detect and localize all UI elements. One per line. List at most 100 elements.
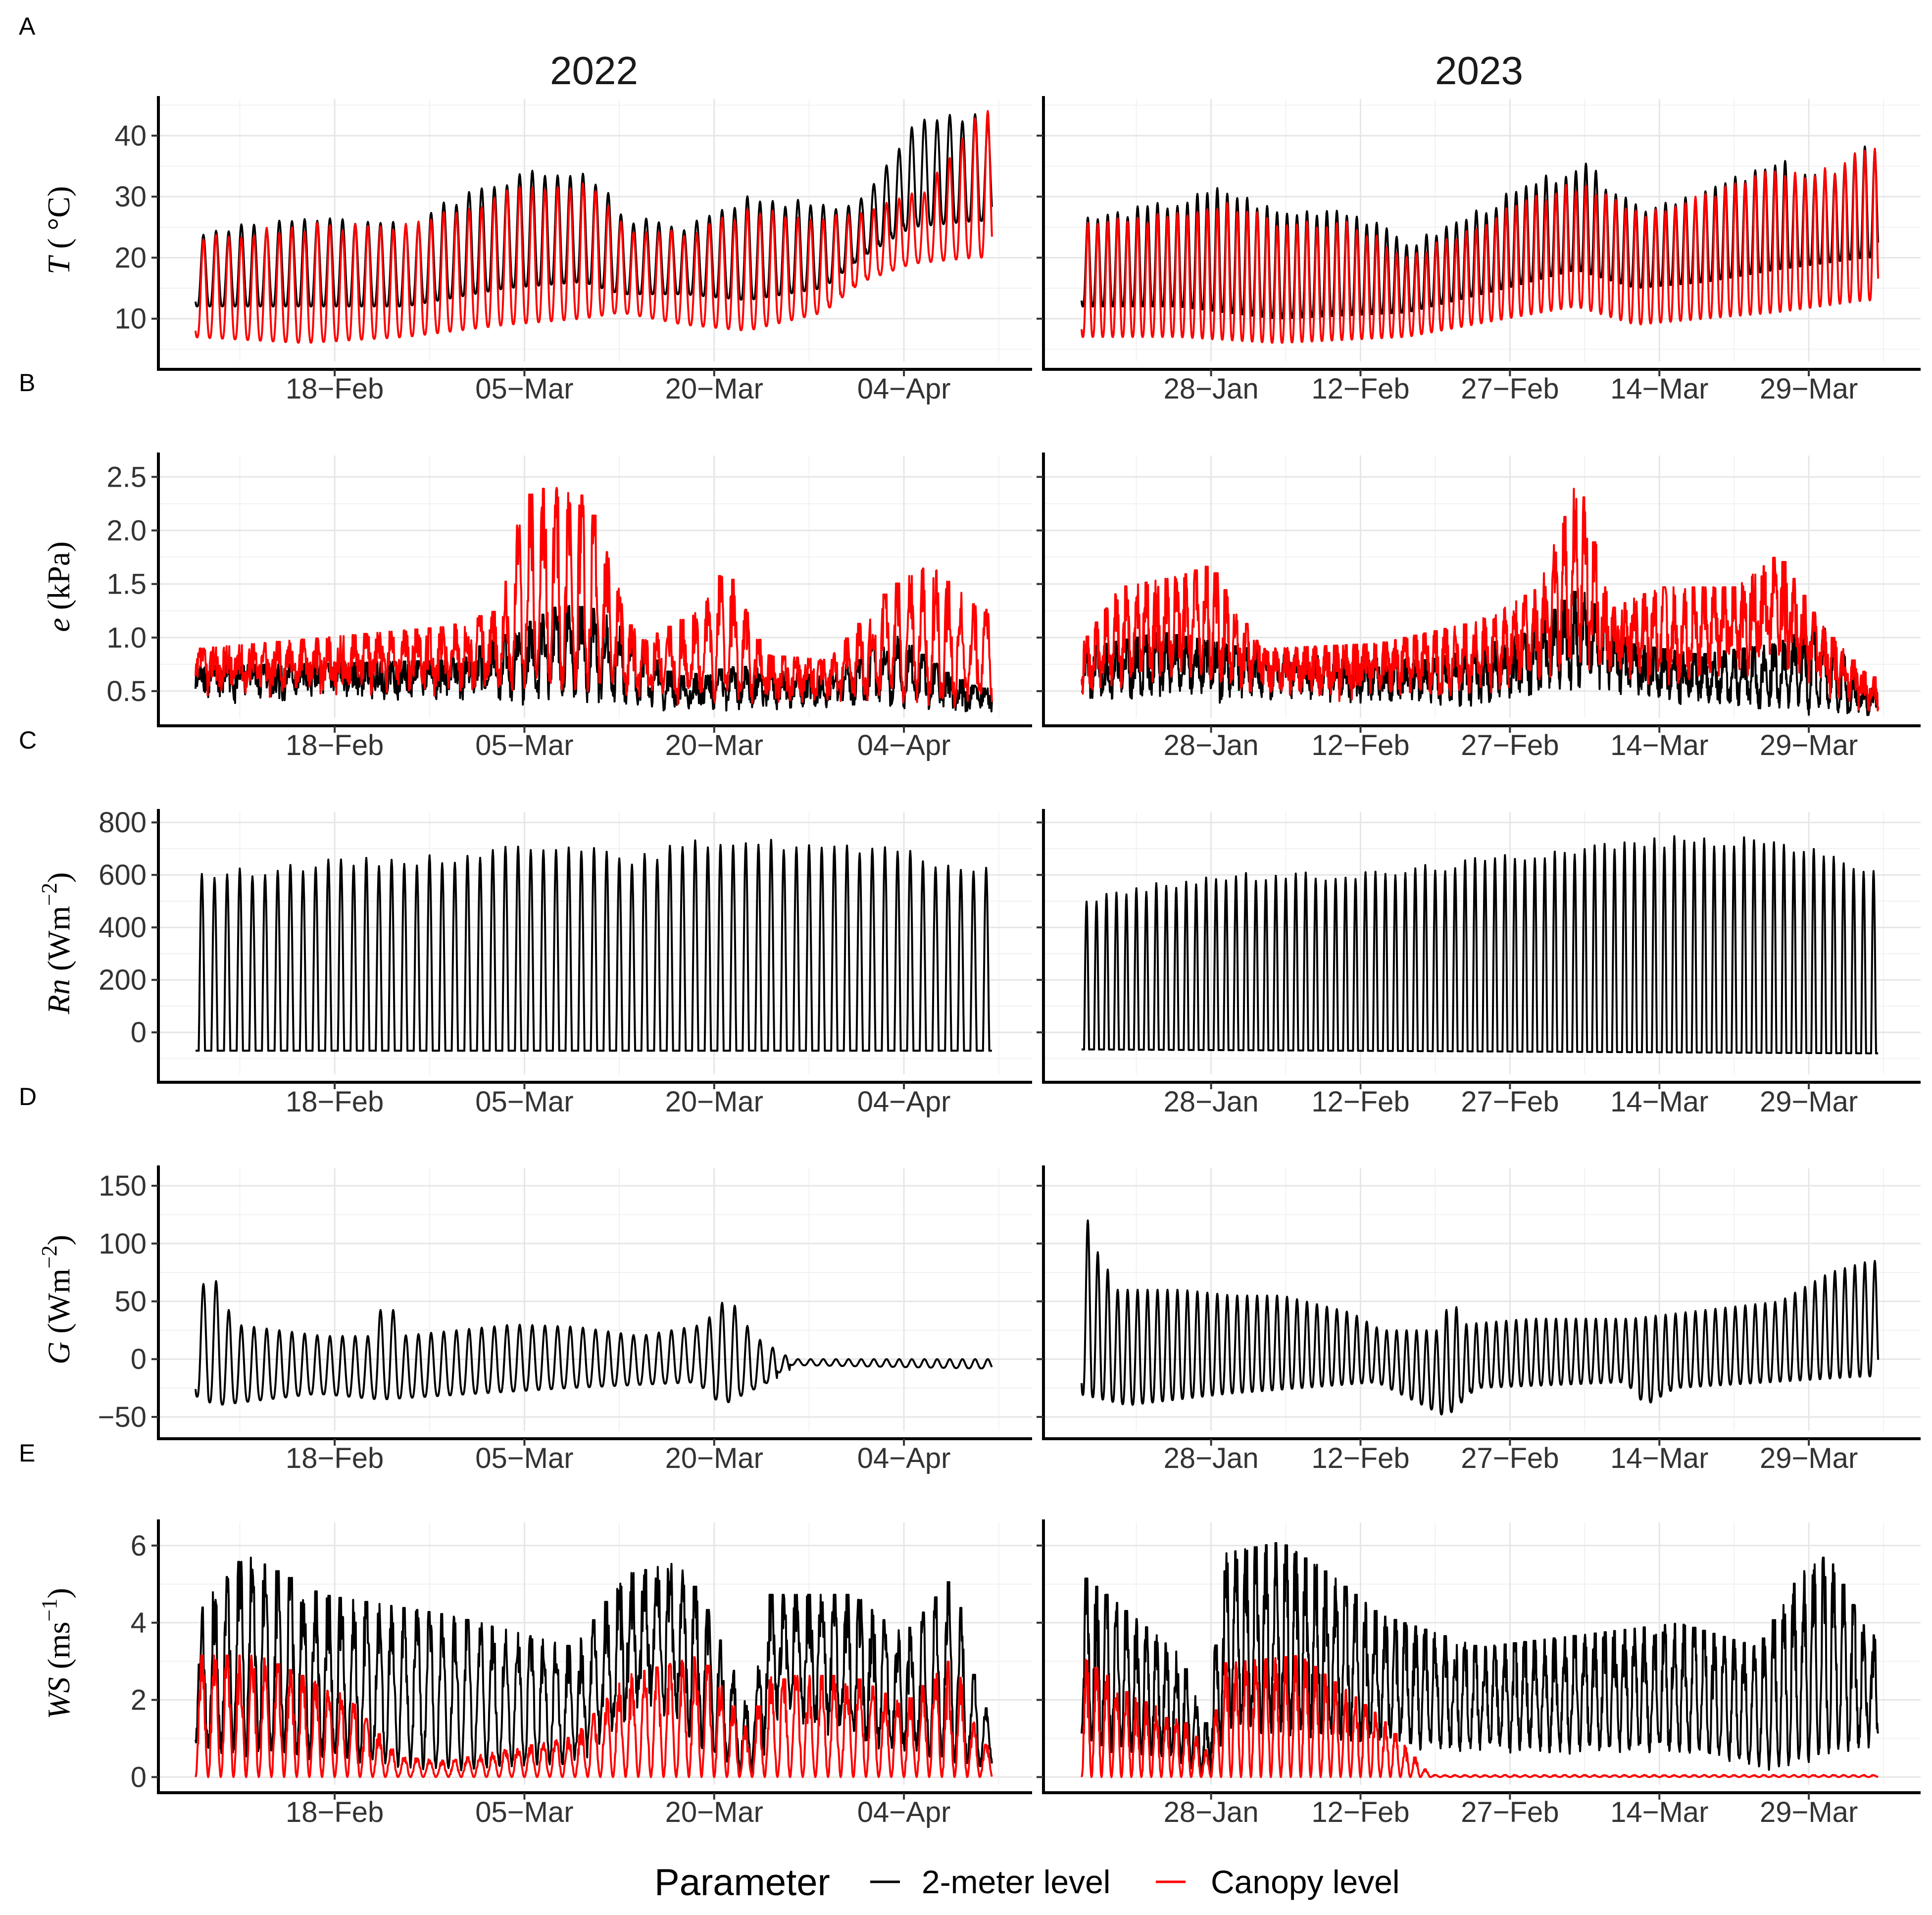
x-tick-label: 20−Mar: [665, 729, 763, 761]
x-tick-label: 05−Mar: [475, 729, 573, 761]
y-tick-label: 50: [114, 1286, 147, 1318]
y-tick-label: 4: [131, 1607, 147, 1639]
panel-C-2022: 0 200 400 600 800 18−Feb 05−Mar 20−Mar 04−Apr: [99, 806, 1032, 1118]
legend: Parameter 2-meter level Canopy level: [654, 1862, 1400, 1904]
panel-letter-C: C: [19, 726, 37, 754]
x-tick-label: 20−Mar: [665, 1442, 763, 1474]
y-axis-var-A: T: [41, 254, 76, 274]
series-canopy-B-2023: [1081, 488, 1880, 712]
x-tick-label: 27−Feb: [1461, 1796, 1559, 1828]
legend-label-canopy: Canopy level: [1211, 1864, 1400, 1900]
column-title-2023: 2023: [1435, 49, 1523, 93]
series-2m-C-2022: [195, 839, 992, 1052]
series-canopy-B-2022: [195, 487, 993, 708]
series-2m-D-2023: [1081, 1219, 1880, 1415]
y-axis-unit-C: (Wm: [41, 906, 76, 979]
x-tick-label: 28−Jan: [1164, 1796, 1259, 1828]
y-tick-label: 6: [131, 1530, 147, 1562]
series-2m-E-2022: [195, 1557, 993, 1773]
series-canopy-E-2023: [1081, 1655, 1879, 1778]
y-axis-close-E: ): [41, 1588, 76, 1598]
x-tick-label: 29−Mar: [1760, 1796, 1858, 1828]
y-axis-unit-A: ( °C): [41, 186, 76, 257]
y-tick-label: 600: [99, 859, 147, 891]
x-tick-label: 28−Jan: [1164, 1442, 1259, 1474]
x-tick-label: 29−Mar: [1760, 729, 1858, 761]
x-tick-label: 05−Mar: [475, 1086, 573, 1118]
panel-A-2022: 10 20 30 40 18−Feb 05−Mar 20−Mar 04−Apr: [114, 96, 1032, 405]
x-tick-label: 04−Apr: [857, 729, 951, 761]
y-axis-var-B: e: [41, 618, 76, 632]
x-tick-label: 18−Feb: [286, 1086, 384, 1118]
x-tick-label: 12−Feb: [1311, 1086, 1409, 1118]
panel-C-2023: 28−Jan 12−Feb 27−Feb 14−Mar 29−Mar: [1037, 809, 1921, 1118]
y-tick-label: 40: [114, 120, 147, 152]
x-tick-label: 18−Feb: [286, 729, 384, 761]
x-tick-label: 20−Mar: [665, 373, 763, 405]
x-tick-label: 04−Apr: [857, 373, 951, 405]
x-tick-label: 12−Feb: [1311, 373, 1409, 405]
y-axis-unit-D: (Wm: [41, 1268, 76, 1342]
x-tick-label: 28−Jan: [1164, 729, 1259, 761]
x-tick-label: 14−Mar: [1610, 1442, 1708, 1474]
panel-E-2022: 0 2 4 6 18−Feb 05−Mar 20−Mar 04−Apr: [131, 1519, 1032, 1828]
y-axis-sup-C: −2: [37, 883, 61, 906]
x-tick-label: 05−Mar: [475, 373, 573, 405]
y-tick-label: 0: [131, 1016, 147, 1049]
panel-B-2023: 28−Jan 12−Feb 27−Feb 14−Mar 29−Mar: [1037, 453, 1921, 761]
y-axis-sup-E: −1: [37, 1599, 61, 1622]
y-axis-unit-E: (ms: [41, 1621, 76, 1677]
y-tick-label: 0: [131, 1343, 147, 1375]
panel-A-2023: 28−Jan 12−Feb 27−Feb 14−Mar 29−Mar: [1037, 96, 1921, 405]
x-tick-label: 27−Feb: [1461, 1442, 1559, 1474]
series-2m-C-2023: [1081, 835, 1879, 1055]
legend-label-2m: 2-meter level: [922, 1864, 1110, 1900]
x-tick-label: 27−Feb: [1461, 729, 1559, 761]
legend-title: Parameter: [654, 1862, 830, 1904]
y-tick-label: 20: [114, 242, 147, 274]
y-tick-label: 150: [99, 1170, 147, 1202]
y-axis-close-C: ): [41, 872, 76, 883]
column-title-2022: 2022: [550, 49, 638, 93]
x-tick-label: 05−Mar: [475, 1442, 573, 1474]
x-tick-label: 14−Mar: [1610, 373, 1708, 405]
y-tick-label: 2.0: [106, 514, 147, 547]
x-tick-label: 14−Mar: [1610, 1086, 1708, 1118]
panel-letter-D: D: [19, 1083, 37, 1110]
x-tick-label: 14−Mar: [1610, 1796, 1708, 1828]
x-tick-label: 27−Feb: [1461, 1086, 1559, 1118]
panel-B-2022: 0.5 1.0 1.5 2.0 2.5 18−Feb 05−Mar 20−Mar 04−Apr: [106, 453, 1032, 761]
panel-D-2022: −50 0 50 100 150 18−Feb 05−Mar 20−Mar 04−Apr: [98, 1165, 1032, 1474]
series-2m-E-2023: [1081, 1542, 1880, 1775]
y-tick-label: 2.5: [106, 461, 147, 493]
x-tick-label: 20−Mar: [665, 1796, 763, 1828]
y-axis-var-C: Rn: [41, 979, 76, 1014]
x-tick-label: 04−Apr: [857, 1086, 951, 1118]
y-axis-var-E: WS: [41, 1677, 76, 1719]
panel-letter-B: B: [19, 369, 35, 397]
x-tick-label: 05−Mar: [475, 1796, 573, 1828]
x-tick-label: 29−Mar: [1760, 1442, 1858, 1474]
y-tick-label: 100: [99, 1228, 147, 1260]
y-axis-var-D: G: [41, 1342, 76, 1364]
y-axis-sup-D: −2: [37, 1245, 61, 1268]
y-tick-label: 1.0: [106, 622, 147, 654]
series-canopy-E-2022: [195, 1654, 993, 1778]
series-2m-B-2022: [195, 604, 993, 712]
y-tick-label: 0.5: [106, 675, 147, 707]
x-tick-label: 04−Apr: [857, 1442, 951, 1474]
y-tick-label: 200: [99, 964, 147, 996]
y-axis-label-D: G (Wm−2): [37, 1235, 76, 1364]
y-tick-label: 800: [99, 806, 147, 839]
x-tick-label: 12−Feb: [1311, 1796, 1409, 1828]
x-tick-label: 28−Jan: [1164, 373, 1259, 405]
x-tick-label: 12−Feb: [1311, 1442, 1409, 1474]
y-tick-label: 30: [114, 181, 147, 213]
series-2m-B-2023: [1081, 591, 1880, 716]
panel-letter-E: E: [19, 1439, 35, 1467]
y-tick-label: 1.5: [106, 568, 147, 601]
x-tick-label: 18−Feb: [286, 1796, 384, 1828]
x-tick-label: 14−Mar: [1610, 729, 1708, 761]
panel-D-2023: 28−Jan 12−Feb 27−Feb 14−Mar 29−Mar: [1037, 1165, 1921, 1474]
